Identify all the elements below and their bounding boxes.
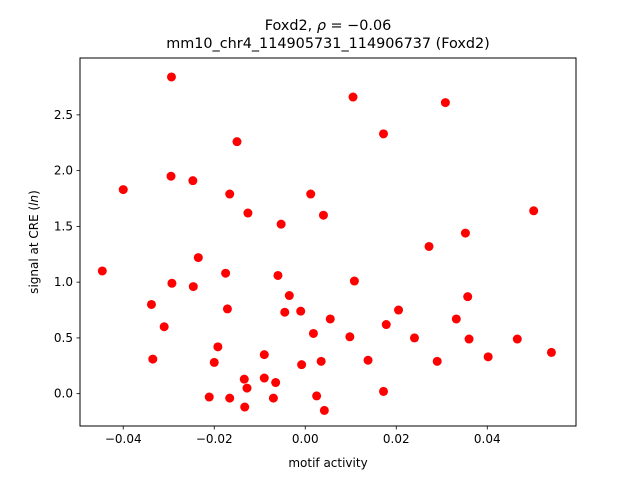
- title-rho-symbol: ρ: [317, 18, 326, 34]
- data-point: [381, 320, 391, 330]
- data-point: [483, 352, 493, 362]
- data-point: [271, 378, 281, 388]
- data-point: [379, 386, 389, 396]
- x-tick-label: −0.02: [196, 432, 233, 446]
- y-tick-label: 1.5: [54, 219, 73, 233]
- x-tick-label: 0.04: [474, 432, 501, 446]
- data-point: [319, 405, 329, 415]
- data-point: [242, 383, 252, 393]
- x-tick-label: −0.04: [105, 432, 142, 446]
- data-point: [232, 137, 242, 147]
- data-point: [146, 299, 156, 309]
- data-point: [273, 270, 283, 280]
- y-tick-label: 2.0: [54, 164, 73, 178]
- x-tick-label: 0.00: [292, 432, 319, 446]
- y-tick-label: 2.5: [54, 108, 73, 122]
- data-point: [424, 241, 434, 251]
- data-point: [188, 176, 198, 186]
- data-point: [348, 92, 358, 102]
- data-point: [239, 374, 249, 384]
- y-axis-label-suffix: ): [27, 190, 41, 195]
- data-point: [409, 333, 419, 343]
- data-point: [460, 228, 470, 238]
- y-axis-ticks: 0.0 0.5 1.0 1.5 2.0 2.5: [54, 108, 80, 401]
- data-point: [280, 307, 290, 317]
- data-point: [296, 306, 306, 316]
- data-point: [316, 356, 326, 366]
- data-points: [97, 72, 556, 415]
- data-point: [167, 278, 177, 288]
- data-point: [529, 206, 539, 216]
- data-point: [240, 402, 250, 412]
- data-point: [193, 253, 203, 263]
- y-axis-label: signal at CRE (ln): [27, 190, 41, 294]
- data-point: [432, 356, 442, 366]
- chart-title-line1: Foxd2, ρ = −0.06: [265, 18, 392, 34]
- data-point: [166, 72, 176, 82]
- data-point: [379, 129, 389, 139]
- x-tick-label: 0.02: [383, 432, 410, 446]
- data-point: [349, 276, 359, 286]
- data-point: [284, 291, 294, 301]
- data-point: [276, 219, 286, 229]
- data-point: [512, 334, 522, 344]
- data-point: [259, 350, 269, 360]
- x-axis-label: motif activity: [288, 456, 367, 470]
- data-point: [363, 355, 373, 365]
- data-point: [118, 185, 128, 195]
- data-point: [268, 393, 278, 403]
- title-prefix: Foxd2,: [265, 18, 317, 34]
- data-point: [325, 314, 335, 324]
- y-axis-label-italic: ln: [27, 195, 41, 206]
- title-rho-value: = −0.06: [326, 18, 391, 34]
- data-point: [225, 393, 235, 403]
- data-point: [188, 282, 198, 292]
- data-point: [394, 305, 404, 315]
- data-point: [312, 391, 322, 401]
- data-point: [308, 328, 318, 338]
- chart-title-line2: mm10_chr4_114905731_114906737 (Foxd2): [166, 36, 490, 52]
- axes-frame: [79, 57, 577, 427]
- data-point: [306, 189, 316, 199]
- y-tick-label: 0.0: [54, 387, 73, 401]
- data-point: [464, 334, 474, 344]
- data-point: [166, 171, 176, 181]
- data-point: [440, 98, 450, 108]
- data-point: [259, 373, 269, 383]
- data-point: [463, 292, 473, 302]
- y-tick-label: 1.0: [54, 275, 73, 289]
- x-axis-ticks: −0.04 −0.02 0.00 0.02 0.04: [105, 426, 501, 446]
- data-point: [222, 304, 232, 314]
- data-point: [221, 268, 231, 278]
- data-point: [345, 332, 355, 342]
- y-axis-label-prefix: signal at CRE (: [27, 206, 41, 294]
- data-point: [97, 266, 107, 276]
- data-point: [318, 210, 328, 220]
- data-point: [159, 322, 169, 332]
- y-tick-label: 0.5: [54, 331, 73, 345]
- data-point: [213, 342, 223, 352]
- data-point: [451, 314, 461, 324]
- data-point: [204, 392, 214, 402]
- data-point: [243, 208, 253, 218]
- data-point: [209, 357, 219, 367]
- data-point: [225, 189, 235, 199]
- data-point: [297, 360, 307, 370]
- data-point: [148, 354, 158, 364]
- data-point: [546, 347, 556, 357]
